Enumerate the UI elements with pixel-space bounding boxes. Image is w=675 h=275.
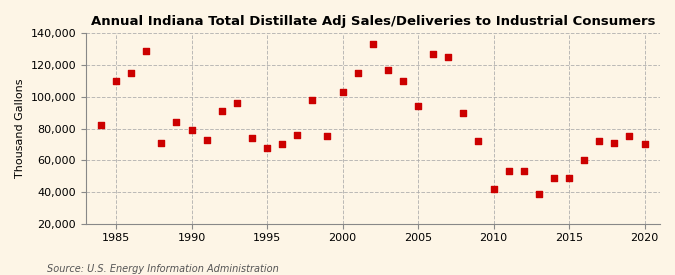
Point <box>488 187 499 191</box>
Y-axis label: Thousand Gallons: Thousand Gallons <box>15 79 25 178</box>
Point <box>639 142 650 147</box>
Point <box>518 169 529 174</box>
Point <box>398 79 408 83</box>
Point <box>322 134 333 139</box>
Point <box>338 90 348 94</box>
Point <box>504 169 514 174</box>
Point <box>186 128 197 132</box>
Point <box>367 42 378 47</box>
Point <box>246 136 257 140</box>
Point <box>171 120 182 124</box>
Point <box>594 139 605 144</box>
Point <box>292 133 302 137</box>
Title: Annual Indiana Total Distillate Adj Sales/Deliveries to Industrial Consumers: Annual Indiana Total Distillate Adj Sale… <box>90 15 655 28</box>
Point <box>564 175 574 180</box>
Point <box>307 98 318 102</box>
Point <box>96 123 107 128</box>
Point <box>126 71 136 75</box>
Point <box>201 138 212 142</box>
Point <box>156 141 167 145</box>
Point <box>609 141 620 145</box>
Point <box>412 104 423 109</box>
Point <box>383 68 394 72</box>
Point <box>232 101 242 105</box>
Point <box>262 145 273 150</box>
Point <box>428 52 439 56</box>
Point <box>624 134 635 139</box>
Point <box>141 49 152 53</box>
Text: Source: U.S. Energy Information Administration: Source: U.S. Energy Information Administ… <box>47 264 279 274</box>
Point <box>352 71 363 75</box>
Point <box>473 139 484 144</box>
Point <box>578 158 589 163</box>
Point <box>217 109 227 113</box>
Point <box>277 142 288 147</box>
Point <box>533 191 544 196</box>
Point <box>443 55 454 59</box>
Point <box>458 111 468 115</box>
Point <box>549 175 560 180</box>
Point <box>111 79 122 83</box>
